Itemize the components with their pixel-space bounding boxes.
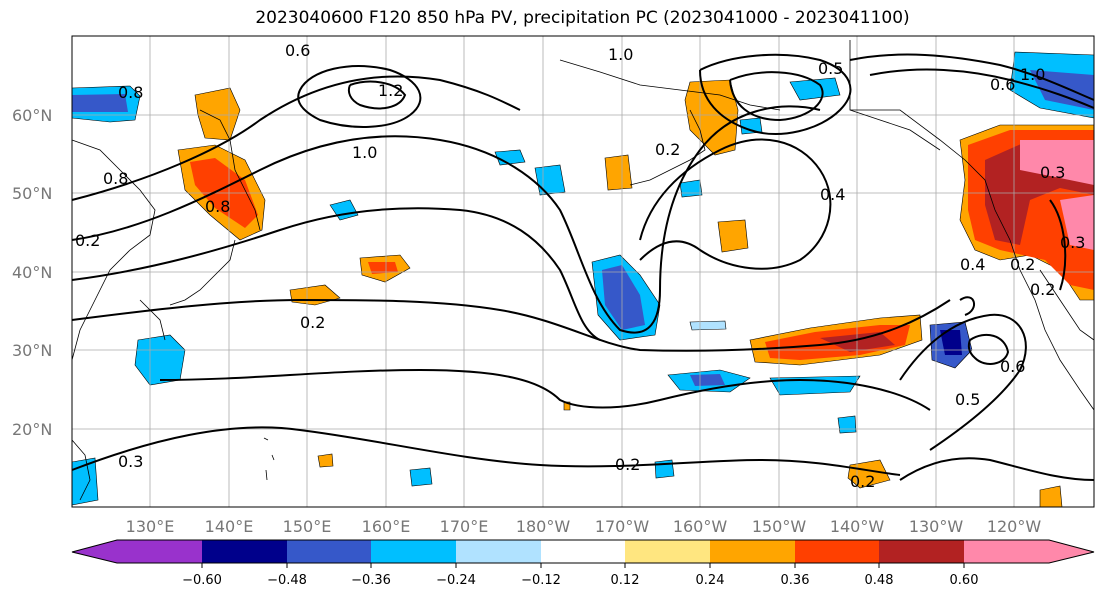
lat-label-40n: 40°N [12, 263, 52, 282]
colorbar-segment-9 [795, 540, 881, 563]
colorbar-segment-7 [625, 540, 711, 563]
pv-contours [71, 53, 1095, 481]
contour-label: 0.2 [655, 140, 680, 159]
colorbar-segment-6 [541, 540, 627, 563]
contour-label: 1.0 [1020, 65, 1045, 84]
contour-label: 1.0 [352, 143, 377, 162]
contour-label: 0.6 [990, 75, 1015, 94]
longitude-labels: 130°E 140°E 150°E 160°E 170°E 180°W 170°… [126, 517, 1042, 536]
colorbar-tick-label: 0.48 [865, 573, 894, 588]
contour-label: 0.2 [75, 231, 100, 250]
lon-label-150w: 150°W [752, 517, 807, 536]
colorbar-tick-label: −0.36 [351, 573, 391, 588]
lat-label-30n: 30°N [12, 341, 52, 360]
contour-label: 0.2 [850, 472, 875, 491]
lon-label-140w: 140°W [830, 517, 885, 536]
colorbar-segment-2 [202, 540, 288, 563]
colorbar-tick-label: −0.48 [267, 573, 307, 588]
lon-label-160e: 160°E [362, 517, 411, 536]
lat-label-20n: 20°N [12, 420, 52, 439]
colorbar-tick-label: 0.12 [611, 573, 640, 588]
colorbar-segment-10 [879, 540, 965, 563]
colorbar-segment-8 [710, 540, 796, 563]
contour-label: 0.6 [285, 41, 310, 60]
contour-label: 0.5 [818, 59, 843, 78]
contour-label: 0.5 [955, 390, 980, 409]
coastlines [71, 40, 1095, 501]
map-border [71, 35, 1095, 508]
colorbar-segment-5 [456, 540, 542, 563]
lon-label-180w: 180°W [516, 517, 571, 536]
colorbar: −0.60 −0.48 −0.36 −0.24 −0.12 0.12 0.24 … [71, 539, 1095, 588]
contour-label: 0.8 [103, 169, 128, 188]
contour-labels: 0.6 1.0 0.5 1.2 1.0 0.8 0.8 0.2 0.3 0.2 … [75, 41, 1085, 491]
contour-label: 0.3 [1060, 233, 1085, 252]
lon-label-150e: 150°E [283, 517, 332, 536]
lat-label-50n: 50°N [12, 184, 52, 203]
colorbar-segment-11 [964, 540, 1050, 563]
colorbar-segment-12 [1049, 540, 1094, 563]
colorbar-tick-label: −0.60 [182, 573, 222, 588]
colorbar-segment-3 [287, 540, 373, 563]
contour-label: 1.0 [608, 45, 633, 64]
colorbar-tick-label: −0.24 [436, 573, 476, 588]
contour-label: 0.4 [820, 185, 845, 204]
contour-label: 0.3 [118, 452, 143, 471]
lon-label-140e: 140°E [205, 517, 254, 536]
colorbar-tick-label: 0.24 [696, 573, 725, 588]
colorbar-segment-1 [117, 540, 203, 563]
map-title: 2023040600 F120 850 hPa PV, precipitatio… [255, 8, 910, 28]
colorbar-segment-0 [72, 540, 117, 563]
lat-label-60n: 60°N [12, 106, 52, 125]
contour-label: 0.2 [1030, 280, 1055, 299]
colorbar-segment-4 [371, 540, 457, 563]
lon-label-130e: 130°E [126, 517, 175, 536]
contour-label: 0.2 [615, 455, 640, 474]
contour-label: 0.2 [1010, 255, 1035, 274]
colorbar-tick-label: 0.60 [950, 573, 979, 588]
colorbar-tick-label: 0.36 [781, 573, 810, 588]
lon-label-130w: 130°W [909, 517, 964, 536]
lon-label-170e: 170°E [440, 517, 489, 536]
precip-anomaly-shading [71, 51, 1095, 508]
lon-label-170w: 170°W [595, 517, 650, 536]
latitude-labels: 60°N 50°N 40°N 30°N 20°N [12, 106, 52, 439]
contour-label: 0.4 [960, 255, 985, 274]
contour-label: 0.6 [1000, 357, 1025, 376]
contour-label: 0.8 [205, 197, 230, 216]
colorbar-outline [71, 539, 1095, 564]
contour-label: 1.2 [378, 81, 403, 100]
contour-label: 0.3 [1040, 163, 1065, 182]
lon-label-120w: 120°W [987, 517, 1042, 536]
colorbar-tick-label: −0.12 [521, 573, 561, 588]
lon-label-160w: 160°W [673, 517, 728, 536]
contour-label: 0.8 [118, 83, 143, 102]
contour-label: 0.2 [300, 313, 325, 332]
